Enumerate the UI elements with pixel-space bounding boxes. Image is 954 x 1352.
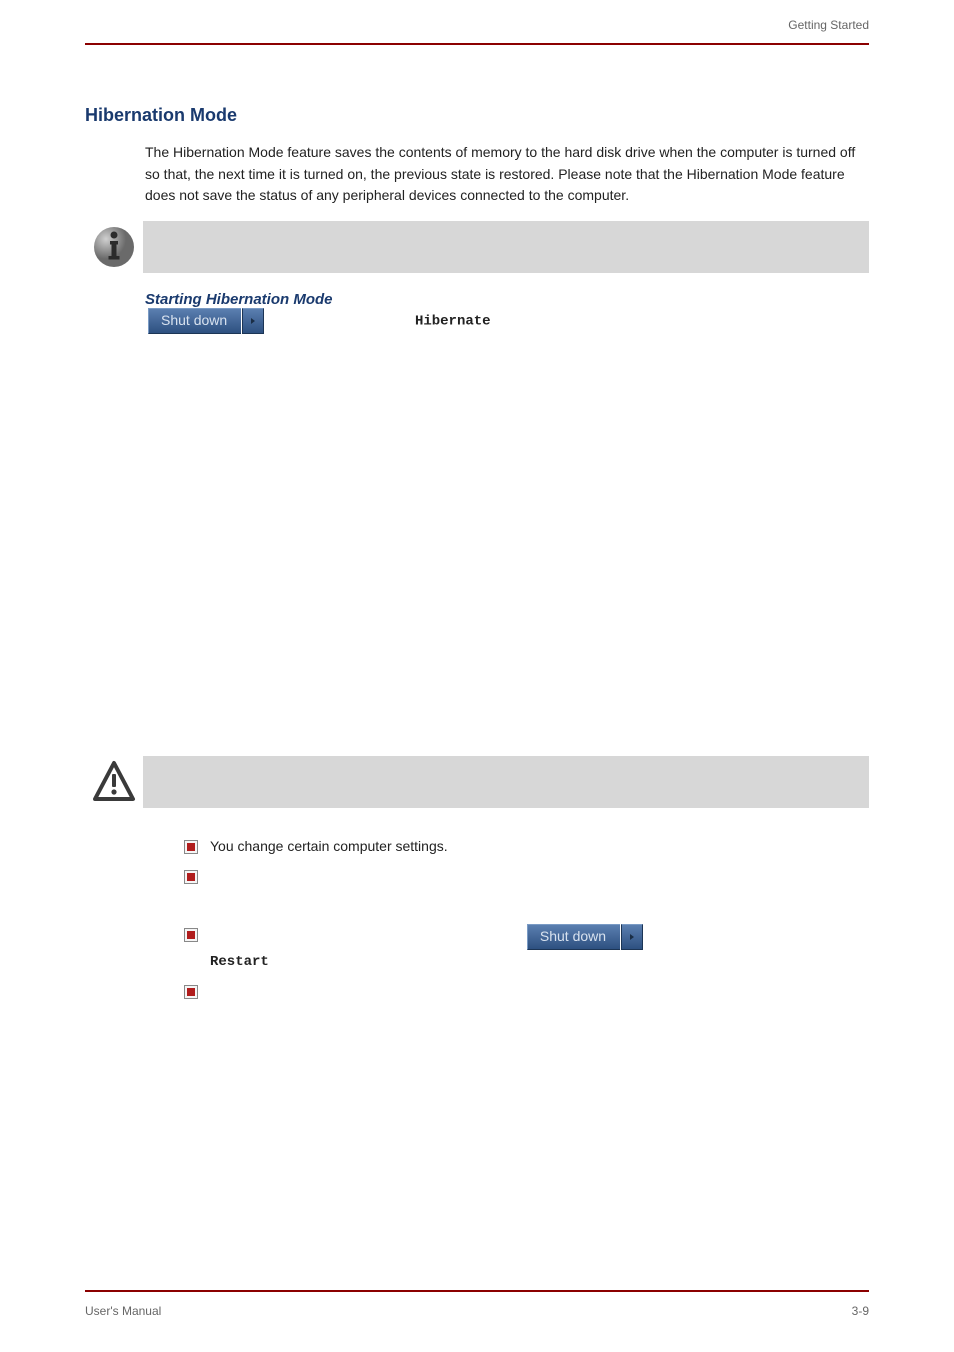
footer-left: User's Manual xyxy=(85,1304,161,1318)
info-icon xyxy=(92,225,136,269)
restart-way-2 xyxy=(210,981,869,999)
info-bar xyxy=(143,221,869,273)
shutdown-button-arrow-icon-2 xyxy=(621,924,643,950)
bullet-icon xyxy=(184,840,198,854)
warning-icon xyxy=(92,760,136,804)
section-title-hibernation: Hibernation Mode xyxy=(85,105,869,126)
shutdown-button-graphic-2: Shut down xyxy=(527,924,643,950)
shutdown-button-label: Shut down xyxy=(148,308,241,334)
footer-right: 3-9 xyxy=(852,1304,869,1318)
bullet-icon xyxy=(184,985,198,999)
shutdown-button-arrow-icon xyxy=(242,308,264,334)
hib-step2-line: Shut down Hibernate xyxy=(145,308,869,334)
bullet-icon xyxy=(184,928,198,942)
header-rule xyxy=(85,43,869,45)
page-header-right: Getting Started xyxy=(788,18,869,32)
hibernation-intro: The Hibernation Mode feature saves the c… xyxy=(145,142,869,207)
bullet-icon xyxy=(184,870,198,884)
shutdown-button-graphic: Shut down xyxy=(148,308,264,334)
starting-hibernation-subhead: Starting Hibernation Mode xyxy=(145,291,869,308)
shutdown-button-label-2: Shut down xyxy=(527,924,620,950)
restart-way-1: Shut down Restart xyxy=(210,924,869,974)
footer-rule xyxy=(85,1290,869,1292)
list-item: You change certain computer settings. xyxy=(184,836,869,858)
hibernate-word: Hibernate xyxy=(415,314,491,330)
caution-callout xyxy=(85,756,869,808)
caution-bar xyxy=(143,756,869,808)
list-item: Shut down Restart xyxy=(184,924,869,974)
restart-bullet-2 xyxy=(210,866,869,884)
list-item xyxy=(184,981,869,999)
list-item xyxy=(184,866,869,884)
info-callout xyxy=(85,221,869,273)
restart-bullet-1: You change certain computer settings. xyxy=(210,836,869,858)
restart-word: Restart xyxy=(210,954,269,970)
